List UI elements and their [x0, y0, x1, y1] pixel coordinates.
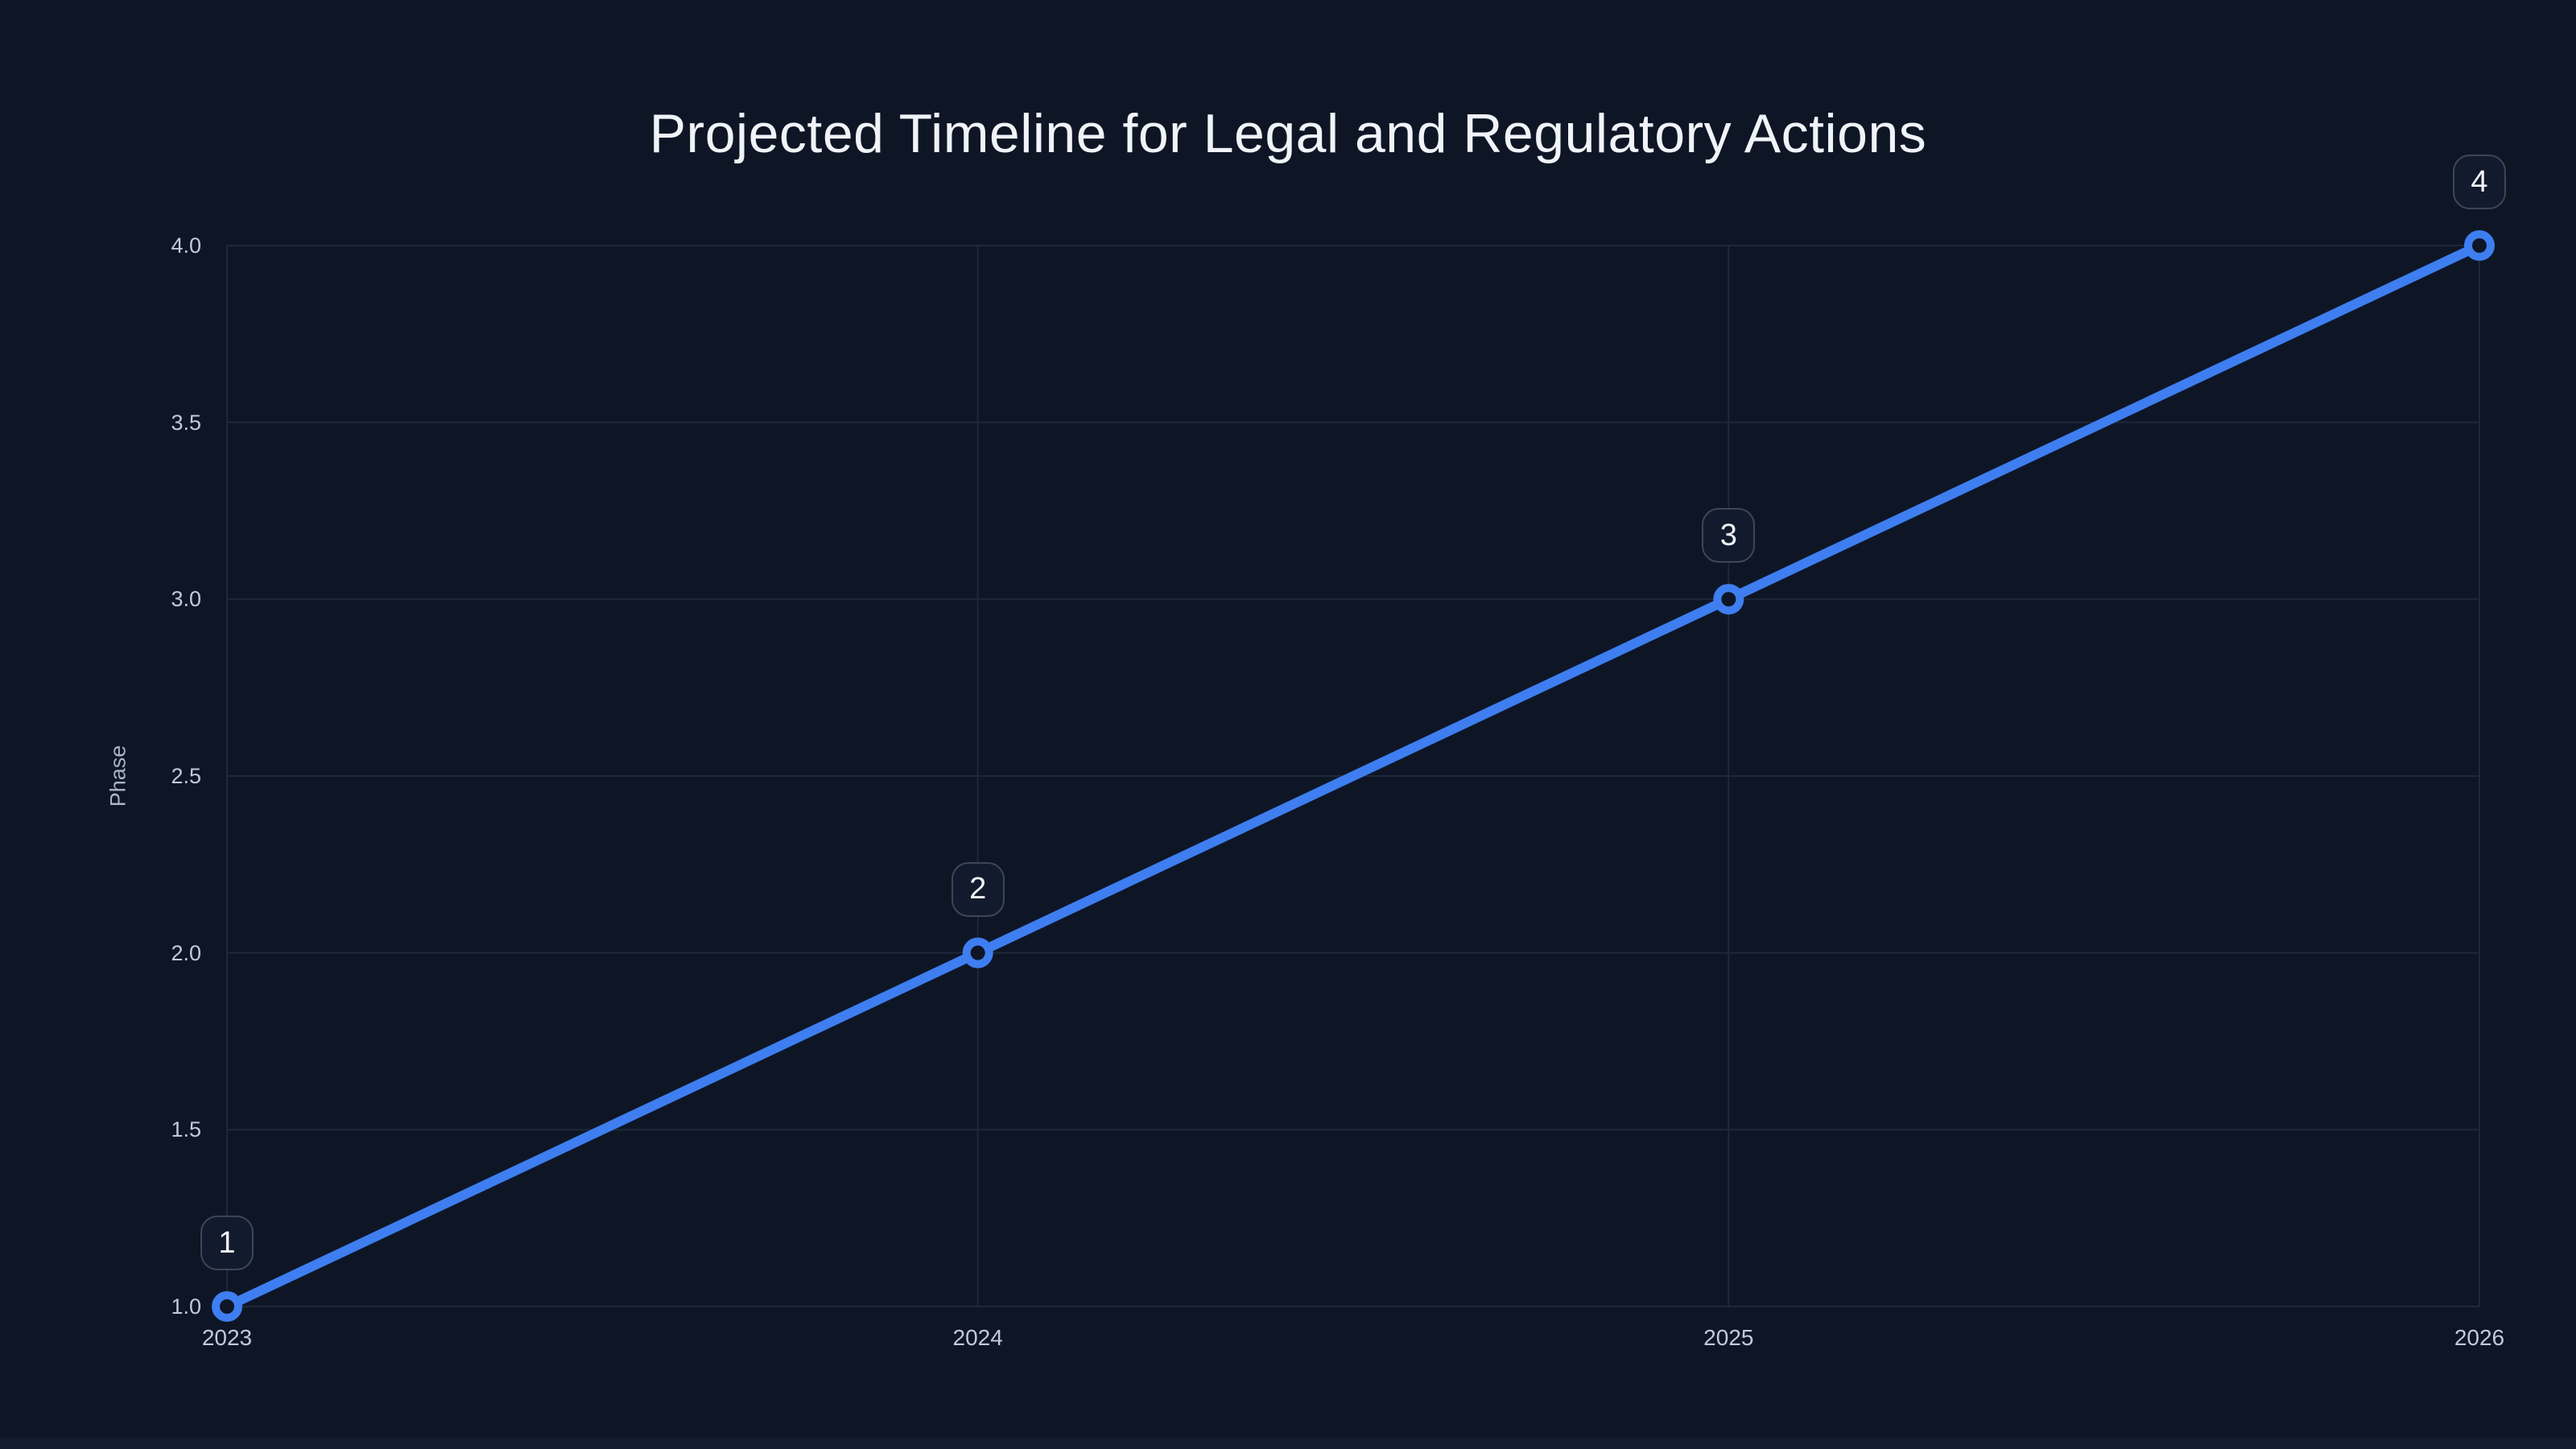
point-badge-2: 2 [951, 861, 1005, 917]
point-badge-3: 3 [1702, 508, 1756, 564]
x-tick-label-2025: 2025 [1703, 1325, 1754, 1350]
chart-title: Projected Timeline for Legal and Regulat… [649, 103, 1927, 164]
point-badge-1: 1 [200, 1216, 254, 1270]
y-tick-label-3.0: 3.0 [171, 587, 201, 612]
bottom-edge-strip [0, 1438, 2576, 1449]
data-point-marker-3 [1713, 584, 1744, 615]
data-point-marker-4 [2464, 230, 2495, 261]
y-tick-label-2.5: 2.5 [171, 764, 201, 788]
y-tick-label-4.0: 4.0 [171, 233, 201, 258]
x-tick-label-2024: 2024 [952, 1325, 1003, 1350]
y-tick-label-1.5: 1.5 [171, 1117, 201, 1142]
y-tick-label-3.5: 3.5 [171, 410, 201, 435]
x-tick-label-2023: 2023 [201, 1325, 253, 1350]
y-tick-label-2.0: 2.0 [171, 940, 201, 965]
data-point-marker-2 [962, 937, 993, 968]
data-point-marker-1 [212, 1291, 242, 1322]
x-tick-label-2026: 2026 [2454, 1325, 2505, 1350]
y-tick-label-1.0: 1.0 [171, 1294, 201, 1319]
series-line-phase [222, 241, 2484, 1311]
point-badge-4: 4 [2453, 155, 2506, 209]
